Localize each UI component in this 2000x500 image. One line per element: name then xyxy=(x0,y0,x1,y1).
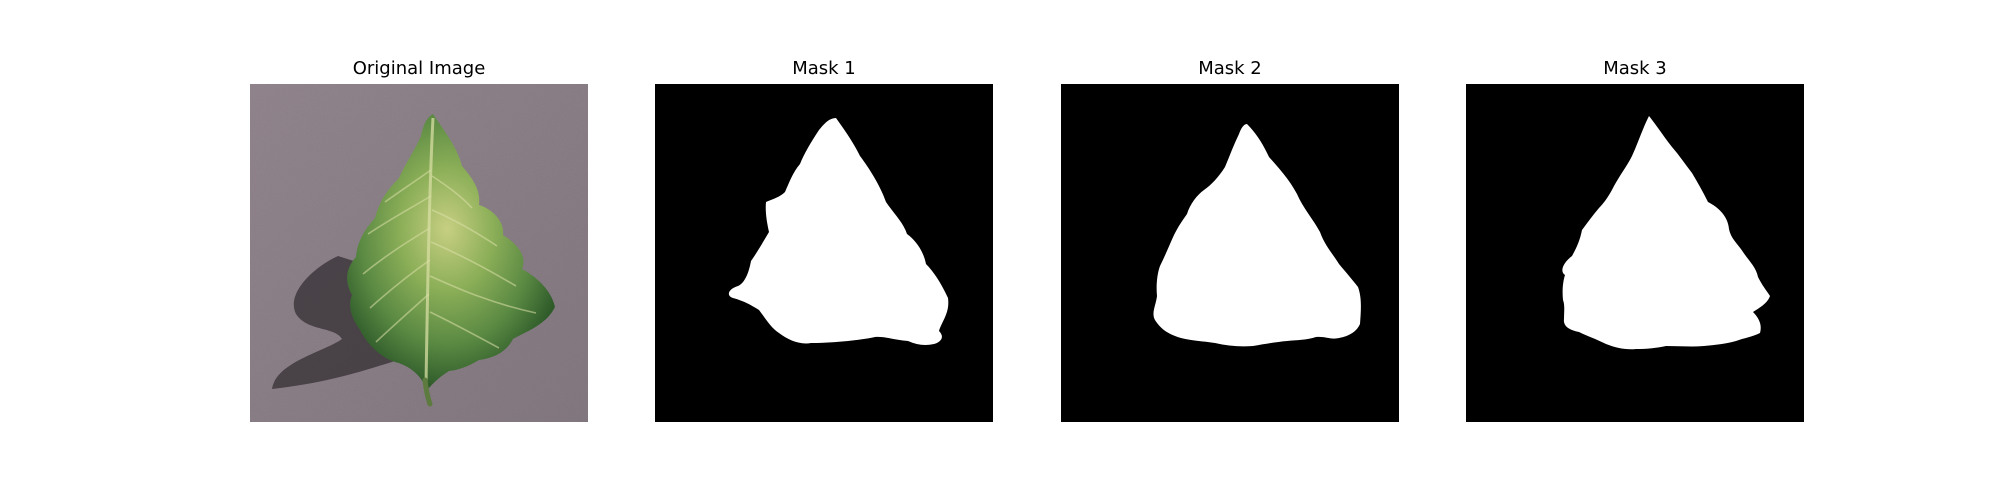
panel-title: Mask 2 xyxy=(1198,58,1262,79)
mask-image-1 xyxy=(655,84,993,422)
mask-shape xyxy=(728,118,949,345)
mask-shape xyxy=(1562,116,1770,350)
leaf-midrib xyxy=(424,117,435,387)
panel-original-image: Original Image xyxy=(250,0,588,500)
leaf-stem xyxy=(422,377,433,407)
panel-mask-1: Mask 1 xyxy=(655,0,993,500)
panel-title: Mask 1 xyxy=(792,58,856,79)
mask-shape xyxy=(1153,124,1361,347)
panel-title: Mask 3 xyxy=(1603,58,1667,79)
panel-mask-2: Mask 2 xyxy=(1061,0,1399,500)
original-leaf-image xyxy=(250,84,588,422)
panel-title: Original Image xyxy=(352,58,486,79)
panel-mask-3: Mask 3 xyxy=(1466,0,1804,500)
mask-image-3 xyxy=(1466,84,1804,422)
mask-image-2 xyxy=(1061,84,1399,422)
leaf-veins xyxy=(362,169,537,349)
